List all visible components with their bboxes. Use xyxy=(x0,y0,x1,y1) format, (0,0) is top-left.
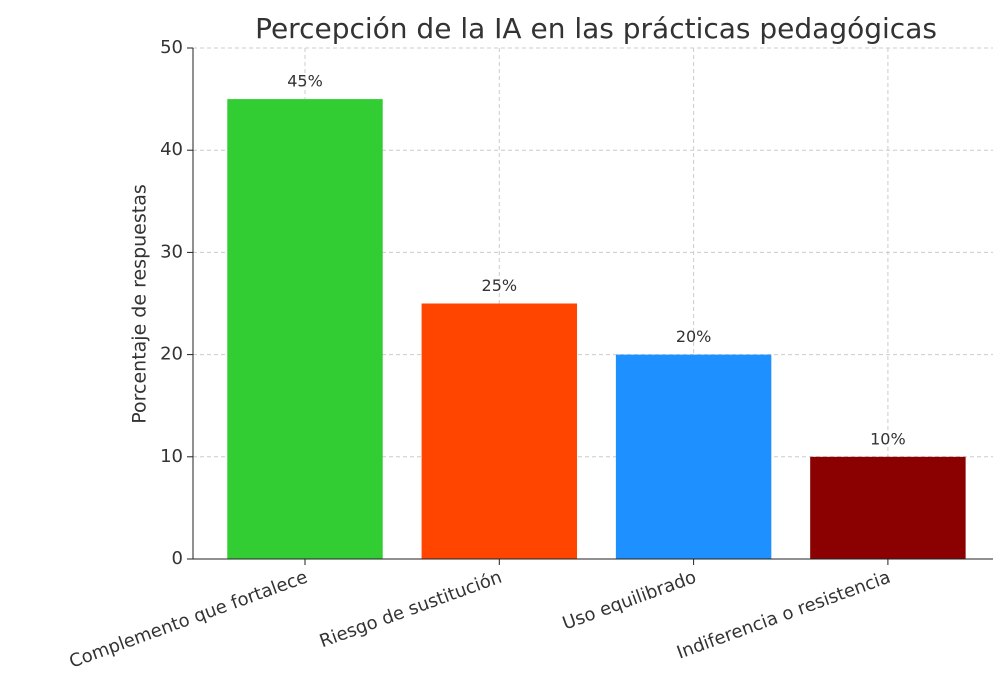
x-tick-label: Indiferencia o resistencia xyxy=(674,567,893,664)
bar xyxy=(421,303,578,559)
y-tick-label: 30 xyxy=(160,241,183,262)
bar xyxy=(615,354,772,559)
y-tick-label: 20 xyxy=(160,344,183,365)
x-tick-label: Complemento que fortalece xyxy=(66,567,310,673)
bar xyxy=(810,456,966,559)
value-label: 10% xyxy=(870,429,906,448)
bar xyxy=(227,99,383,559)
chart-title: Percepción de la IA en las prácticas ped… xyxy=(255,12,937,45)
y-axis-label: Porcentaje de respuestas xyxy=(129,184,151,424)
y-tick-label: 10 xyxy=(160,446,183,467)
value-label: 25% xyxy=(482,276,518,295)
y-tick-label: 50 xyxy=(160,37,183,58)
value-label: 45% xyxy=(287,72,323,91)
y-tick-label: 40 xyxy=(160,139,183,160)
x-tick-label: Riesgo de sustitución xyxy=(317,567,505,653)
value-label: 20% xyxy=(676,327,712,346)
y-tick-label: 0 xyxy=(172,548,183,569)
x-tick-label: Uso equilibrado xyxy=(560,567,699,635)
